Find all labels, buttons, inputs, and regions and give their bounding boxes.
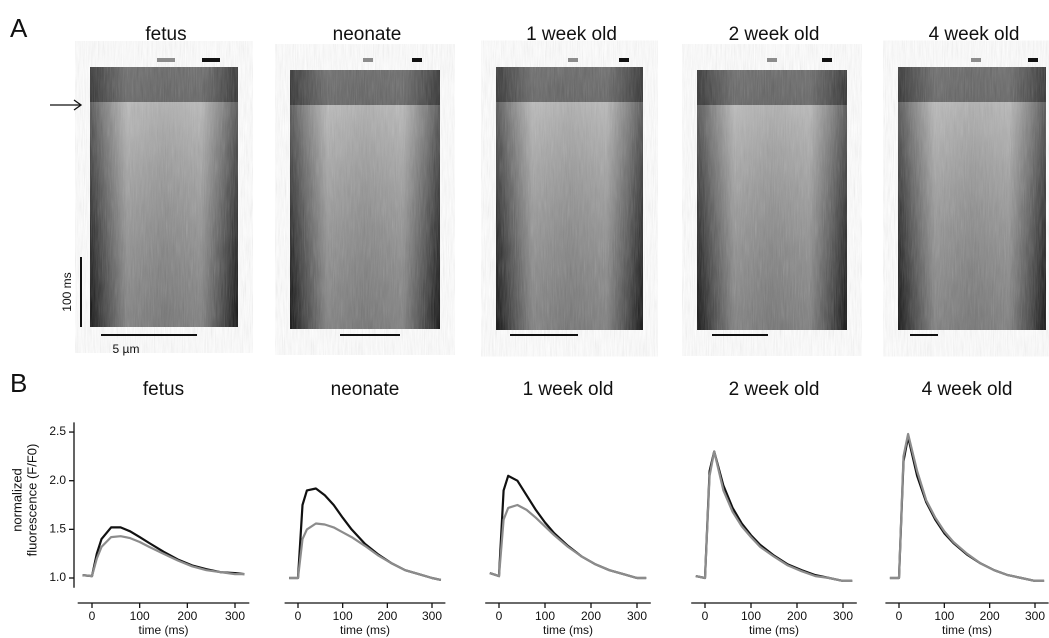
black-marker [822,58,832,62]
time-scale-label: 100 ms [60,272,74,311]
image-title: 1 week old [526,24,617,45]
image-title: 4 week old [929,24,1020,45]
chart-title: 2 week old [729,379,820,400]
grey-marker [363,58,373,62]
image-title: 2 week old [729,24,820,45]
x-tick-label: 200 [581,609,601,623]
y-tick-label: 1.0 [49,570,66,584]
x-tick-label: 0 [89,609,96,623]
chart-title: 4 week old [922,379,1013,400]
x-tick-label: 100 [333,609,353,623]
space-scale-label: 5 µm [113,342,140,356]
image-noise [496,67,643,330]
x-tick-label: 0 [702,609,709,623]
arrow-head [73,99,83,111]
grey-marker [157,58,175,62]
panel-label: A [10,13,28,43]
trace [82,535,245,578]
y-tick-label: 1.5 [49,522,66,536]
image-noise [290,70,440,329]
image-noise [90,67,238,327]
trace [489,503,647,580]
x-tick-label: 200 [177,609,197,623]
x-tick-label: 0 [496,609,503,623]
image-title: fetus [145,24,186,45]
y-axis-label: normalized [9,468,24,532]
linescan-images: fetus neonate 1 week old 2 week old 4 week o… [90,24,1046,336]
x-axis-label: time (ms) [543,623,593,637]
black-marker [202,58,220,62]
x-axis-label: time (ms) [340,623,390,637]
x-axis-label: time (ms) [139,623,189,637]
trace [695,450,853,582]
x-tick-label: 300 [833,609,853,623]
x-tick-label: 200 [377,609,397,623]
black-marker [412,58,422,62]
x-tick-label: 100 [130,609,150,623]
image-noise [898,67,1046,330]
trace [82,526,245,578]
black-marker [619,58,629,62]
black-marker [1028,58,1038,62]
y-axis-label: fluorescence (F/F0) [24,444,39,557]
chart-title: fetus [143,379,184,400]
image-noise [697,70,847,330]
x-tick-label: 100 [535,609,555,623]
grey-marker [971,58,981,62]
trace [289,487,442,581]
x-tick-label: 100 [741,609,761,623]
x-tick-label: 300 [627,609,647,623]
y-tick-label: 2.5 [49,424,66,438]
trace [289,522,442,581]
x-tick-label: 100 [934,609,954,623]
y-tick-label: 2.0 [49,473,66,487]
trace [489,474,647,580]
x-axis-label: time (ms) [942,623,992,637]
x-tick-label: 0 [295,609,302,623]
x-tick-label: 200 [787,609,807,623]
x-tick-label: 300 [1025,609,1045,623]
x-tick-label: 300 [225,609,245,623]
panel-label: B [10,368,27,398]
x-tick-label: 200 [980,609,1000,623]
trace [889,432,1045,582]
x-axis-label: time (ms) [749,623,799,637]
x-tick-label: 0 [896,609,903,623]
charts: fetus 0 100 200 300 time (ms) 1.0 1.5 2.0 2.5 norm… [9,379,1049,637]
grey-marker [767,58,777,62]
chart-title: 1 week old [523,379,614,400]
grey-marker [568,58,578,62]
x-tick-label: 300 [422,609,442,623]
image-title: neonate [333,24,402,45]
chart-title: neonate [331,379,400,400]
